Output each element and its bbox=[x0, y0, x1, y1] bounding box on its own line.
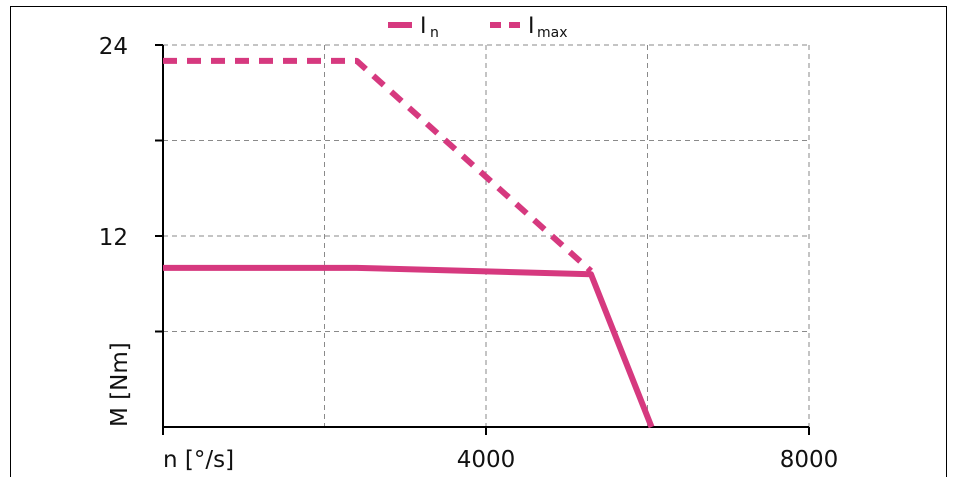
x-axis-label: n [°/s] bbox=[163, 447, 234, 473]
grid bbox=[163, 44, 810, 427]
x-tick-label: 8000 bbox=[780, 447, 839, 473]
y-tick-label: 12 bbox=[99, 225, 128, 251]
legend-item-in: I n bbox=[388, 14, 439, 41]
chart-frame bbox=[10, 6, 947, 477]
y-tick-label: 24 bbox=[99, 34, 128, 60]
legend-label-imax: I bbox=[528, 14, 535, 39]
legend-sub-imax: max bbox=[537, 25, 568, 41]
y-axis-label: M [Nm] bbox=[107, 342, 133, 427]
series-group bbox=[163, 57, 655, 429]
legend-label-in: I bbox=[420, 14, 427, 39]
legend: I n I max bbox=[388, 14, 568, 41]
series-line-in bbox=[163, 264, 655, 429]
x-tick-label: 4000 bbox=[457, 447, 516, 473]
series-line-imax bbox=[163, 57, 593, 274]
ticks: 24 12 4000 8000 bbox=[99, 34, 839, 473]
legend-sub-in: n bbox=[430, 25, 439, 41]
legend-item-imax: I max bbox=[490, 14, 568, 41]
